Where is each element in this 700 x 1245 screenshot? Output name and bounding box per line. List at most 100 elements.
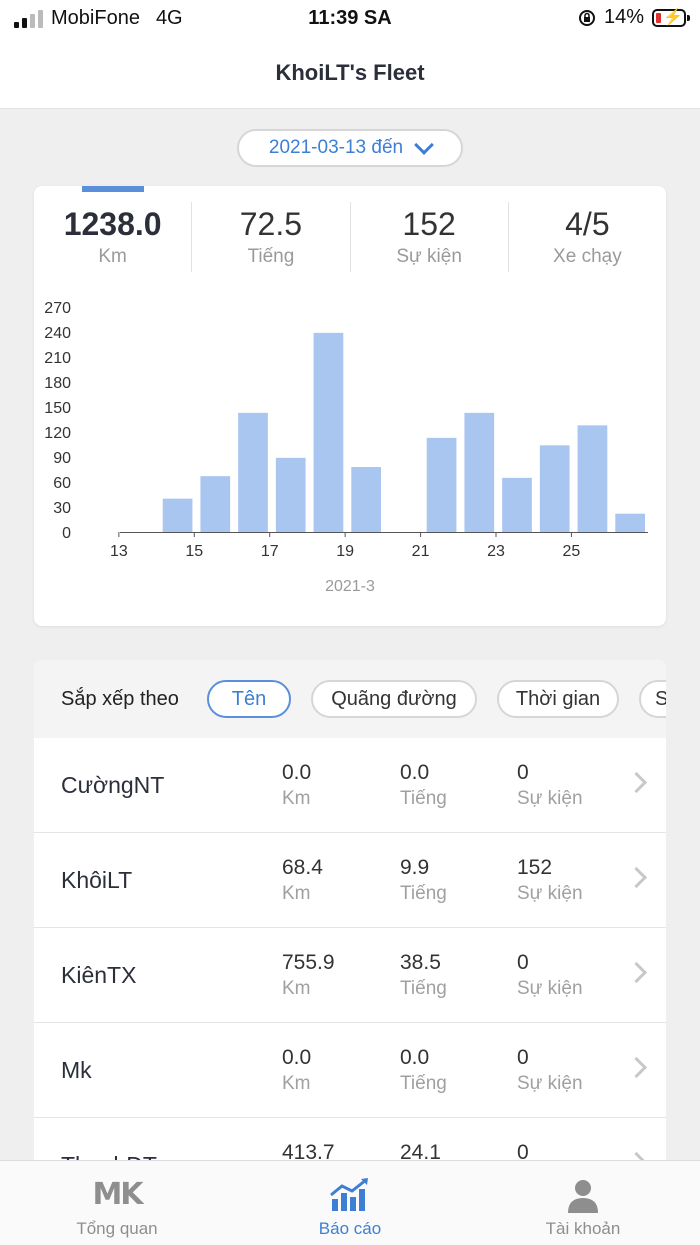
driver-name: CườngNT — [61, 772, 165, 798]
y-tick-label: 270 — [44, 300, 71, 317]
y-tick-label: 120 — [44, 425, 71, 442]
stat-value: 152 — [402, 206, 456, 242]
stats-row: 1238.0 Km 72.5 Tiếng 152 Sự kiện 4/5 Xe … — [34, 202, 666, 272]
metric-unit: Km — [282, 1073, 311, 1094]
sort-by-events-chip[interactable]: S — [639, 680, 666, 718]
y-tick-label: 210 — [44, 350, 71, 367]
metric-value: 0.0 — [400, 1046, 430, 1069]
x-tick-label: 25 — [563, 543, 581, 560]
sort-by-time-chip[interactable]: Thời gian — [497, 680, 619, 718]
metric-value: 38.5 — [400, 951, 441, 974]
clock: 11:39 SA — [308, 7, 392, 29]
driver-row[interactable]: CườngNT 0.0 Km 0.0 Tiếng 0 Sự kiện — [34, 738, 666, 833]
bottom-tab-bar: MK Tổng quan Báo cáo Tài khoản — [0, 1160, 700, 1245]
y-tick-label: 150 — [44, 400, 71, 417]
user-icon — [568, 1180, 598, 1213]
bar — [238, 412, 268, 532]
sort-by-name-chip[interactable]: Tên — [207, 680, 291, 718]
x-tick-label: 15 — [185, 543, 203, 560]
metric-unit: Sự kiện — [517, 1073, 583, 1094]
signal-icon — [14, 9, 43, 28]
network-type: 4G — [155, 7, 183, 29]
stat-events[interactable]: 152 Sự kiện — [349, 202, 508, 272]
daily-distance-bar-chart: 0 30 60 90 120 150 180 210 240 270 13 15 17 19 21 23 25 2… — [44, 300, 648, 595]
tab-account[interactable]: Tài khoản — [466, 1161, 700, 1245]
bar — [275, 457, 306, 532]
y-tick-label: 240 — [44, 325, 71, 342]
driver-metric: 9.9 Tiếng — [400, 855, 447, 907]
stat-label: Km — [98, 246, 127, 267]
date-range-label: 2021-03-13 đến — [268, 137, 404, 158]
tab-label: Báo cáo — [318, 1219, 382, 1238]
driver-row[interactable]: Mk 0.0 Km 0.0 Tiếng 0 Sự kiện — [34, 1023, 666, 1118]
stat-hours[interactable]: 72.5 Tiếng — [191, 202, 349, 272]
bar — [502, 477, 532, 532]
bar — [577, 425, 608, 532]
metric-value: 24.1 — [400, 1141, 441, 1164]
driver-metric: 755.9 Km — [282, 950, 335, 1002]
bar — [615, 513, 645, 532]
x-tick-label: 17 — [261, 543, 279, 560]
x-tick-label: 13 — [110, 543, 128, 560]
x-tick-label: 19 — [336, 543, 354, 560]
mk-logo-icon: MK — [92, 1177, 143, 1212]
stat-value: 1238.0 — [63, 206, 162, 242]
bar — [351, 467, 381, 532]
bar — [464, 412, 495, 532]
driver-metric: 68.4 Km — [282, 855, 323, 907]
stat-vehicles[interactable]: 4/5 Xe chạy — [507, 202, 666, 272]
driver-metric: 0.0 Km — [282, 760, 311, 812]
driver-name: Mk — [61, 1057, 92, 1083]
app-header: KhoiLT's Fleet — [0, 36, 700, 109]
driver-metric: 0.0 Tiếng — [400, 760, 447, 812]
driver-name: KiênTX — [61, 962, 137, 988]
carrier-name: MobiFone — [51, 7, 140, 29]
driver-row[interactable]: KhôiLT 68.4 Km 9.9 Tiếng 152 Sự kiện — [34, 833, 666, 928]
metric-value: 0 — [517, 761, 529, 784]
y-tick-label: 0 — [62, 525, 71, 542]
metric-value: 9.9 — [400, 856, 430, 879]
bar — [426, 437, 457, 532]
metric-value: 0.0 — [400, 761, 430, 784]
tab-overview[interactable]: MK Tổng quan — [0, 1161, 234, 1245]
driver-metric: 0 Sự kiện — [517, 760, 583, 812]
date-range-dropdown[interactable]: 2021-03-13 đến — [237, 129, 463, 167]
x-tick-label: 23 — [487, 543, 505, 560]
status-bar: MobiFone 4G 11:39 SA 14% ⚡ — [0, 0, 700, 36]
metric-value: 0 — [517, 951, 529, 974]
driver-row[interactable]: KiênTX 755.9 Km 38.5 Tiếng 0 Sự kiện — [34, 928, 666, 1023]
battery-percent: 14% — [603, 6, 644, 28]
tab-label: Tổng quan — [76, 1219, 158, 1238]
stat-label: Xe chạy — [553, 246, 622, 267]
chevron-right-icon — [625, 961, 648, 984]
stat-distance[interactable]: 1238.0 Km — [34, 202, 191, 272]
bar — [162, 498, 193, 532]
x-tick-label: 21 — [412, 543, 430, 560]
battery-icon: ⚡ — [652, 8, 690, 27]
stat-label: Tiếng — [247, 246, 295, 267]
chevron-right-icon — [625, 1056, 648, 1079]
bar — [200, 476, 231, 532]
driver-metric: 0 Sự kiện — [517, 950, 583, 1002]
rotation-lock-icon — [578, 9, 595, 26]
metric-value: 0.0 — [282, 761, 312, 784]
metric-unit: Tiếng — [400, 788, 447, 809]
metric-unit: Tiếng — [400, 978, 447, 999]
chart-icon — [330, 1178, 368, 1211]
metric-unit: Sự kiện — [517, 883, 583, 904]
chevron-right-icon — [625, 866, 648, 889]
stat-value: 72.5 — [239, 206, 303, 242]
y-tick-label: 30 — [53, 500, 71, 517]
metric-value: 68.4 — [282, 856, 323, 879]
bar — [313, 332, 344, 532]
metric-unit: Tiếng — [400, 883, 447, 904]
stat-label: Sự kiện — [396, 246, 462, 267]
driver-metric: 0.0 Km — [282, 1045, 311, 1097]
driver-metric: 0.0 Tiếng — [400, 1045, 447, 1097]
sort-by-distance-chip[interactable]: Quãng đường — [311, 680, 477, 718]
sort-label: Sắp xếp theo — [61, 688, 179, 710]
tab-label: Tài khoản — [545, 1219, 621, 1238]
chevron-down-icon — [414, 135, 434, 155]
metric-value: 755.9 — [282, 951, 335, 974]
tab-reports[interactable]: Báo cáo — [233, 1161, 467, 1245]
